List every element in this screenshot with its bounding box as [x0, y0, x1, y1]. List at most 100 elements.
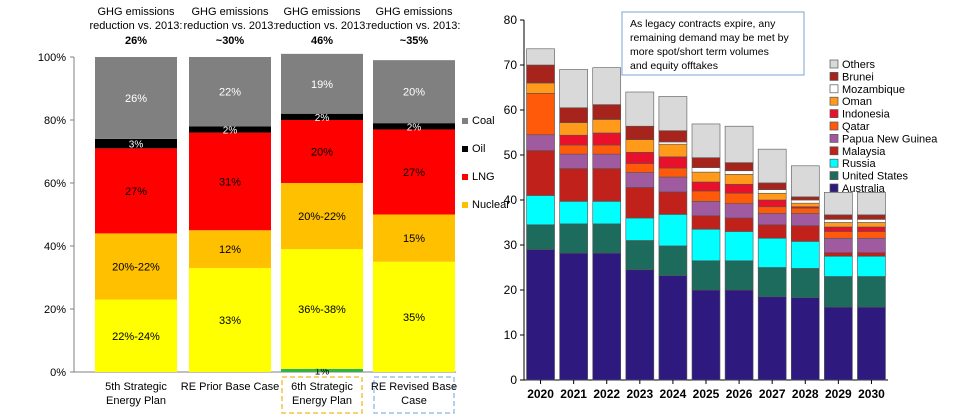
right-bar-segment-australia: [857, 306, 886, 381]
right-y-tick-label: 80: [504, 13, 518, 27]
left-header-value: 46%: [311, 35, 333, 47]
left-header-line1: GHG emissions: [283, 6, 361, 18]
right-bar-segment-oman: [526, 82, 555, 94]
left-bar-label: 22%-24%: [112, 331, 160, 343]
right-bar-segment-russia: [658, 214, 688, 247]
left-bar-label: 1%: [315, 366, 330, 377]
left-bar-label: 2%: [407, 122, 422, 133]
right-bar-segment-mozambique: [857, 219, 886, 223]
left-bar-segment-oil: [281, 113, 363, 120]
left-bar-segment-coal: [189, 57, 271, 127]
right-bar-segment-papua-new-guinea: [526, 134, 555, 151]
right-legend-label: Brunei: [842, 71, 874, 83]
right-bar-segment-united-states: [824, 276, 853, 308]
right-bar-segment-australia: [691, 289, 721, 381]
right-bar-segment-papua-new-guinea: [592, 153, 622, 169]
right-bar-segment-others: [757, 148, 787, 184]
right-bar-segment-malaysia: [691, 215, 721, 230]
right-x-tick-label: 2026: [726, 387, 753, 401]
right-legend-swatch: [829, 158, 839, 168]
right-bar-segment-indonesia: [559, 134, 588, 146]
right-x-tick-label: 2025: [693, 387, 720, 401]
left-category-label: 6th Strategic: [291, 381, 353, 393]
right-legend-swatch: [829, 109, 839, 118]
left-legend-label: Nuclear: [472, 199, 510, 211]
right-bar-segment-united-states: [757, 267, 787, 298]
left-bar-segment-lng: [281, 120, 363, 183]
right-bar-segment-malaysia: [559, 168, 588, 202]
right-bar-segment-australia: [526, 249, 555, 381]
left-bar-label: 22%: [219, 87, 241, 99]
right-bar-segment-mozambique: [724, 170, 754, 175]
right-bar-segment-qatar: [658, 167, 688, 178]
left-legend-label: LNG: [472, 171, 495, 183]
right-bar-segment-brunei: [691, 157, 721, 168]
right-bar-segment-russia: [691, 228, 721, 262]
right-bar-segment-oman: [625, 139, 655, 153]
left-y-tick-label: 0%: [50, 367, 66, 379]
right-bar-segment-russia: [824, 255, 853, 277]
left-bar-segment-nuclear: [373, 214, 455, 262]
right-bar-segment-qatar: [790, 207, 820, 214]
left-legend-swatch-lng: [462, 174, 468, 180]
right-bar-segment-others: [724, 125, 754, 163]
left-bar-label: 35%: [403, 312, 425, 324]
right-bar-segment-papua-new-guinea: [757, 213, 787, 226]
right-bar-segment-malaysia: [625, 187, 655, 219]
right-bar-segment-indonesia: [658, 156, 688, 169]
right-legend-label: Oman: [842, 96, 872, 108]
right-legend-label: Australia: [842, 183, 886, 195]
right-legend-swatch: [829, 59, 839, 69]
right-x-tick-label: 2021: [560, 387, 587, 401]
right-legend-label: Russia: [842, 158, 877, 170]
right-bar-segment-indonesia: [691, 181, 721, 192]
left-legend-label: Oil: [472, 143, 485, 155]
right-legend-swatch: [829, 96, 839, 106]
left-bar-label: 36%-38%: [298, 304, 346, 316]
right-bar-segment-indonesia: [757, 199, 787, 208]
right-bar-segment-australia: [658, 275, 688, 381]
left-y-tick-label: 60%: [44, 178, 66, 190]
right-bar-segment-others: [625, 91, 655, 127]
right-bar-segment-qatar: [724, 192, 754, 204]
right-bar-segment-brunei: [526, 64, 555, 84]
right-bar-segment-qatar: [625, 163, 655, 173]
right-bar-segment-qatar: [526, 93, 555, 136]
left-bar-label: 27%: [125, 186, 147, 198]
right-bar-segment-papua-new-guinea: [857, 237, 886, 253]
right-bar-segment-indonesia: [592, 132, 622, 146]
right-annotation-line: and equity offtakes: [630, 60, 718, 72]
left-bar-label: 15%: [403, 233, 425, 245]
right-bar-segment-papua-new-guinea: [824, 237, 853, 253]
left-header-line2: reduction vs. 2013:: [368, 20, 461, 32]
right-legend-label: Papua New Guinea: [842, 133, 938, 145]
right-bar-segment-australia: [757, 296, 787, 381]
right-bar-segment-others: [824, 192, 853, 216]
right-bar-segment-brunei: [559, 107, 588, 123]
right-bar-segment-qatar: [824, 231, 853, 239]
right-bar-segment-brunei: [658, 130, 688, 143]
right-bar-segment-russia: [857, 255, 886, 277]
left-bar-segment-lng: [373, 129, 455, 215]
left-bar-label: 33%: [219, 315, 241, 327]
right-bar-segment-oman: [824, 222, 853, 228]
left-bar-segment-coal: [373, 60, 455, 124]
right-bar-segment-malaysia: [724, 217, 754, 232]
right-legend-swatch: [829, 84, 839, 94]
right-bar-segment-oman: [658, 143, 688, 158]
right-bar-segment-indonesia: [625, 152, 655, 164]
left-bar-label: 12%: [219, 244, 241, 256]
right-y-tick-label: 0: [510, 373, 517, 387]
left-category-label: 5th Strategic: [105, 381, 167, 393]
left-header-line1: GHG emissions: [97, 6, 175, 18]
left-bar-label: 20%-22%: [112, 261, 160, 273]
right-bar-segment-oman: [790, 202, 820, 208]
left-bar-segment-oil: [95, 138, 177, 149]
right-bar-segment-russia: [790, 241, 820, 269]
right-legend-swatch: [829, 171, 839, 180]
right-legend-swatch: [829, 121, 839, 131]
left-bar-segment-nuclear-low: [95, 299, 177, 372]
right-bar-segment-oman: [592, 119, 622, 134]
left-header-value: ~35%: [400, 35, 429, 47]
